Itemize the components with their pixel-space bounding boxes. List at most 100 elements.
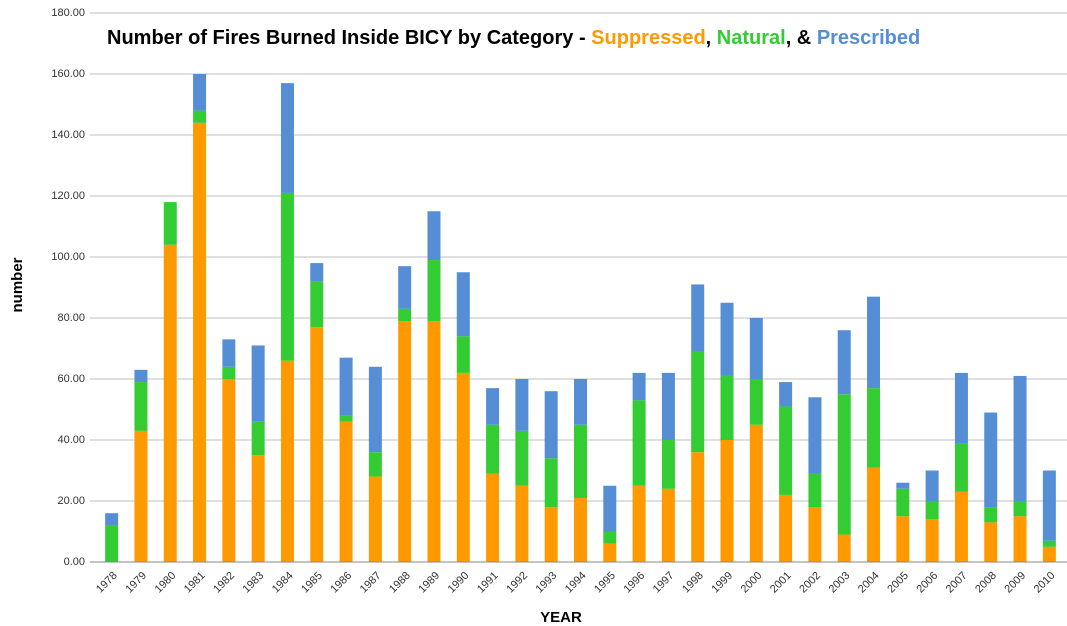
bar-segment bbox=[456, 372, 470, 562]
x-tick-label: 2007 bbox=[944, 570, 970, 596]
bar-segment bbox=[251, 421, 265, 456]
bar-segment bbox=[925, 470, 939, 501]
y-tick-label: 60.00 bbox=[57, 373, 85, 385]
bar-segment bbox=[193, 110, 207, 123]
bar-segment bbox=[954, 491, 968, 562]
bar-segment bbox=[632, 372, 646, 401]
x-tick-label: 2003 bbox=[827, 570, 853, 596]
bar-segment bbox=[486, 473, 500, 562]
x-tick-label: 1991 bbox=[475, 570, 501, 596]
bar-segment bbox=[280, 192, 294, 361]
bar-segment bbox=[310, 327, 324, 562]
x-tick-label: 1988 bbox=[387, 570, 413, 596]
y-tick-label: 140.00 bbox=[51, 129, 85, 141]
bar-segment bbox=[720, 302, 734, 376]
bar-segment bbox=[427, 211, 441, 261]
bar-segment bbox=[1013, 375, 1027, 501]
bar-segment bbox=[515, 379, 529, 431]
bar-segment bbox=[251, 455, 265, 562]
bar-segment bbox=[1013, 516, 1027, 562]
bar-segment bbox=[339, 421, 353, 562]
x-tick-label: 1993 bbox=[534, 570, 560, 596]
bar-segment bbox=[867, 467, 881, 562]
x-tick-label: 1987 bbox=[358, 570, 384, 596]
bar-segment bbox=[310, 263, 324, 282]
title-box bbox=[97, 20, 1067, 58]
bar-segment bbox=[896, 516, 910, 562]
bar-segment bbox=[925, 501, 939, 520]
title-series-name: Prescribed bbox=[817, 27, 920, 49]
bar-segment bbox=[574, 424, 587, 498]
bar-segment bbox=[867, 296, 881, 389]
bar-segment bbox=[544, 458, 558, 508]
bar-segment bbox=[398, 266, 412, 309]
bar-segment bbox=[222, 339, 236, 367]
x-tick-label: 1979 bbox=[123, 570, 149, 596]
bar-segment bbox=[691, 351, 705, 453]
bar-segment bbox=[661, 488, 675, 562]
bar-segment bbox=[603, 531, 617, 544]
x-tick-label: 1989 bbox=[416, 570, 442, 596]
bar-segment bbox=[163, 202, 177, 245]
bar-segment bbox=[632, 485, 646, 562]
bar-segment bbox=[867, 388, 881, 468]
bar-segment bbox=[339, 415, 353, 422]
bar-segment bbox=[222, 366, 236, 379]
bar-segment bbox=[808, 397, 822, 474]
y-tick-label: 0.00 bbox=[64, 556, 85, 568]
bar-segment bbox=[515, 430, 529, 486]
bar-segment bbox=[984, 412, 998, 508]
x-tick-label: 1982 bbox=[211, 570, 237, 596]
x-tick-label: 1992 bbox=[504, 570, 530, 596]
bar-segment bbox=[749, 318, 763, 379]
title-series-name: Natural bbox=[717, 27, 786, 49]
bar-segment bbox=[310, 281, 324, 328]
bar-segment bbox=[486, 388, 500, 425]
bar-segment bbox=[1042, 540, 1056, 547]
bar-segment bbox=[222, 379, 236, 562]
bar-segment bbox=[779, 406, 793, 495]
x-tick-label: 2002 bbox=[797, 570, 823, 596]
x-tick-label: 1981 bbox=[182, 570, 208, 596]
bar-segment bbox=[544, 507, 558, 562]
title-text: , & bbox=[786, 27, 817, 49]
x-tick-label: 2010 bbox=[1032, 570, 1058, 596]
x-tick-label: 2004 bbox=[856, 570, 882, 596]
bar-segment bbox=[896, 488, 910, 517]
bar-segment bbox=[779, 494, 793, 562]
bar-segment bbox=[984, 522, 998, 562]
bar-segment bbox=[163, 244, 177, 563]
bar-segment bbox=[749, 424, 763, 562]
y-axis-title: number bbox=[9, 257, 26, 312]
bar-segment bbox=[134, 382, 148, 431]
x-tick-label: 2008 bbox=[973, 570, 999, 596]
bar-segment bbox=[720, 440, 734, 562]
x-tick-label: 1996 bbox=[621, 570, 647, 596]
bar-segment bbox=[661, 372, 675, 440]
x-tick-label: 1983 bbox=[241, 570, 267, 596]
bar-segment bbox=[134, 430, 148, 562]
y-tick-label: 160.00 bbox=[51, 68, 85, 80]
bar-segment bbox=[339, 357, 353, 416]
bar-segment bbox=[779, 382, 793, 407]
x-tick-label: 2006 bbox=[915, 570, 941, 596]
x-tick-label: 1995 bbox=[592, 570, 618, 596]
x-tick-label: 1978 bbox=[94, 570, 120, 596]
bar-segment bbox=[427, 260, 441, 322]
bar-segment bbox=[749, 379, 763, 425]
title-text: , bbox=[706, 27, 717, 49]
bar-segment bbox=[691, 284, 705, 352]
bar-segment bbox=[105, 525, 119, 562]
chart-title: Number of Fires Burned Inside BICY by Ca… bbox=[107, 27, 920, 49]
x-tick-label: 1998 bbox=[680, 570, 706, 596]
bar-segment bbox=[837, 534, 851, 562]
bar-segment bbox=[603, 543, 617, 562]
bar-segment bbox=[486, 424, 500, 474]
bar-segment bbox=[603, 485, 617, 532]
x-tick-label: 1990 bbox=[446, 570, 472, 596]
bar-segment bbox=[398, 321, 412, 562]
bar-segment bbox=[193, 122, 207, 563]
bar-segment bbox=[1042, 546, 1056, 562]
x-axis-title: YEAR bbox=[540, 609, 582, 626]
bar-segment bbox=[954, 372, 968, 444]
